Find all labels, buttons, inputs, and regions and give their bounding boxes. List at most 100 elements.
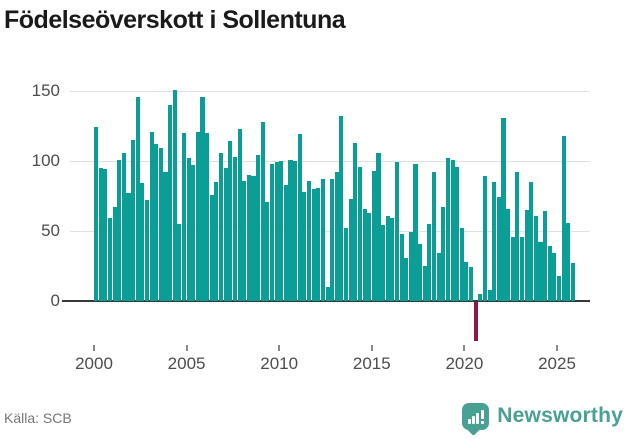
bar-quarter-2019q3	[455, 166, 460, 301]
bar-quarter-2025q4	[570, 263, 575, 301]
bar-quarter-2011q1	[297, 134, 302, 301]
bar-quarter-2021q1	[482, 176, 487, 301]
bar-quarter-2013q3	[344, 228, 349, 301]
y-axis-label-100: 100	[31, 151, 60, 170]
bar-quarter-2013q2	[339, 116, 344, 301]
bar-quarter-2017q1	[408, 232, 413, 301]
bar-quarter-2018q4	[441, 207, 446, 301]
logo-chart-bar-icon	[472, 415, 476, 424]
bar-quarter-2004q3	[177, 224, 182, 301]
bar-quarter-2011q3	[306, 180, 312, 301]
gridline-50	[70, 231, 590, 232]
bar-quarter-2021q4	[496, 197, 501, 301]
x-axis-baseline	[62, 300, 590, 302]
y-axis-label-0: 0	[50, 291, 60, 310]
x-axis-label-2020: 2020	[445, 354, 484, 373]
bar-quarter-2017q4	[422, 266, 427, 301]
x-axis-label-2015: 2015	[352, 354, 391, 373]
bar-quarter-2007q1	[223, 168, 228, 301]
bar-quarter-2015q1	[371, 170, 376, 301]
bar-quarter-2019q2	[450, 159, 455, 301]
bar-quarter-2024q3	[547, 246, 552, 301]
bar-quarter-2011q2	[302, 191, 307, 301]
bar-quarter-2004q4	[181, 133, 187, 301]
y-axis-label-150: 150	[31, 81, 60, 100]
x-tick-2010	[278, 345, 281, 351]
bar-quarter-2009q2	[265, 201, 270, 301]
logo-chart-bar-icon	[468, 418, 472, 424]
bar-quarter-2005q1	[186, 158, 191, 301]
x-tick-2025	[556, 345, 558, 351]
x-tick-2005	[185, 345, 188, 351]
bar-quarter-2010q3	[288, 159, 293, 301]
bar-quarter-2020q4	[478, 294, 483, 301]
bar-quarter-2004q2	[172, 89, 177, 301]
bar-quarter-2008q2	[246, 175, 251, 301]
bar-quarter-2024q2	[543, 211, 548, 301]
bar-quarter-2022q4	[515, 172, 520, 301]
newsworthy-brand: Newsworthy	[462, 400, 623, 436]
x-axis-label-2010: 2010	[260, 354, 299, 373]
bar-quarter-2003q1	[149, 131, 154, 301]
x-tick-2015	[370, 345, 373, 351]
bar-quarter-2000q4	[107, 218, 112, 301]
bar-quarter-2013q1	[334, 172, 339, 301]
x-tick-2000	[93, 345, 95, 351]
bar-quarter-2008q3	[251, 176, 256, 301]
bar-quarter-2014q1	[353, 142, 358, 301]
bar-quarter-2020q2	[469, 267, 474, 301]
bar-quarter-2018q2	[431, 172, 437, 301]
bar-quarter-2023q1	[519, 236, 525, 301]
bar-quarter-2013q4	[348, 198, 353, 301]
newsworthy-wordmark: Newsworthy	[497, 404, 623, 427]
bar-quarter-2006q4	[219, 152, 224, 301]
bar-quarter-2007q4	[237, 128, 242, 301]
bar-quarter-2007q2	[228, 141, 233, 301]
bar-quarter-2003q4	[163, 172, 168, 301]
bar-quarter-2000q1	[94, 127, 99, 301]
bar-quarter-2009q1	[260, 121, 265, 301]
bar-quarter-2001q2	[117, 159, 122, 301]
bar-quarter-2008q4	[256, 155, 261, 301]
bar-quarter-2010q2	[283, 184, 288, 301]
logo-chart-bar-icon	[476, 412, 480, 424]
bar-quarter-2002q1	[131, 140, 136, 301]
bar-quarter-2007q3	[232, 156, 237, 301]
bar-quarter-2010q1	[279, 161, 284, 301]
bar-quarter-2016q1	[390, 218, 395, 301]
bar-quarter-2002q2	[135, 96, 140, 301]
bar-quarter-2019q1	[445, 158, 450, 301]
bar-quarter-2016q3	[399, 233, 404, 301]
bar-quarter-2000q3	[103, 169, 108, 301]
bar-quarter-2006q1	[205, 133, 210, 301]
bar-quarter-2017q2	[413, 163, 418, 301]
gridline-100	[70, 161, 590, 162]
logo-exclamation-icon	[481, 409, 485, 419]
bar-quarter-2022q1	[501, 117, 506, 301]
newsworthy-logo-icon	[462, 402, 490, 436]
bar-quarter-2015q3	[381, 225, 386, 301]
bar-quarter-2002q3	[140, 183, 145, 301]
gridline-150	[70, 91, 590, 92]
bar-quarter-2006q3	[214, 182, 219, 301]
x-axis-label-2025: 2025	[538, 354, 576, 373]
bar-quarter-2020q1	[464, 261, 469, 301]
bar-quarter-2012q2	[320, 179, 325, 301]
bar-quarter-2012q4	[330, 179, 335, 301]
bar-quarter-2012q3	[325, 287, 330, 301]
bar-quarter-2012q1	[316, 187, 321, 301]
bar-quarter-2001q1	[112, 207, 117, 301]
bar-quarter-2003q2	[154, 144, 159, 301]
bar-quarter-2005q4	[200, 96, 205, 301]
bar-quarter-2019q4	[459, 228, 464, 301]
x-axis-label-2005: 2005	[167, 354, 206, 373]
bar-quarter-2000q2	[98, 168, 103, 301]
bar-quarter-2015q2	[376, 152, 381, 301]
bar-quarter-2025q3	[566, 222, 571, 301]
bar-quarter-2024q1	[538, 242, 543, 301]
logo-pin-tail	[467, 422, 481, 436]
bar-quarter-2025q1	[557, 275, 562, 301]
bar-quarter-2009q3	[269, 163, 275, 301]
bar-quarter-2001q4	[126, 193, 131, 301]
y-axis-label-50: 50	[41, 221, 60, 240]
